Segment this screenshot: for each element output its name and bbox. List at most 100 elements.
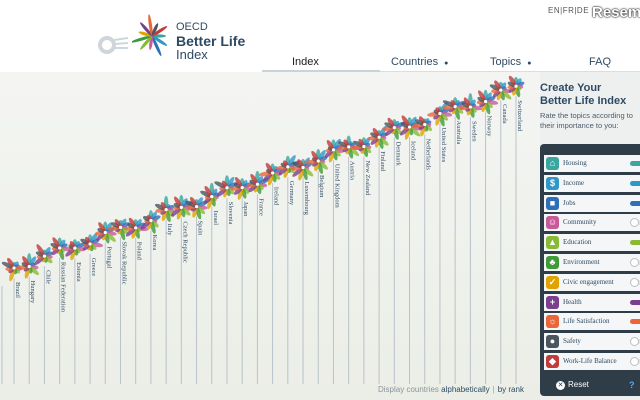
importance-slider[interactable] (630, 299, 640, 305)
importance-slider[interactable] (630, 240, 640, 246)
country-label[interactable]: Belgium (318, 175, 325, 197)
petal (418, 116, 426, 125)
oecd-bli-logo[interactable]: OECD Better Life Index (96, 6, 256, 66)
nav-index[interactable]: Index (292, 52, 319, 72)
country-flower[interactable]: Chile (33, 243, 54, 384)
country-label[interactable]: United Kingdom (333, 164, 340, 208)
country-label[interactable]: Spain (197, 221, 204, 237)
country-label[interactable]: Japan (242, 202, 249, 218)
country-flower[interactable]: Sweden (459, 93, 483, 384)
country-label[interactable]: Russian Federation (60, 262, 67, 313)
country-label[interactable]: Ireland (273, 187, 280, 206)
country-flower[interactable]: United Kingdom (323, 138, 345, 384)
country-label[interactable]: Australia (455, 121, 462, 145)
topic-row[interactable]: ☼ Life Satisfaction (544, 313, 640, 331)
slider-handle[interactable] (630, 357, 639, 366)
country-flower[interactable]: Korea (139, 210, 161, 384)
topic-row[interactable]: ▲ Education (544, 234, 640, 252)
slider-handle[interactable] (630, 258, 639, 267)
nav-topics-label: Topics (490, 56, 522, 68)
country-label[interactable]: Slovak Republic (120, 241, 127, 284)
country-label[interactable]: Israel (212, 211, 219, 226)
flower-center (225, 186, 229, 190)
topic-row[interactable]: $ Income (544, 174, 640, 192)
sort-alphabetically-link[interactable]: alphabetically (441, 385, 490, 394)
country-flower[interactable]: Belgium (304, 148, 329, 384)
nav-countries-label: Countries (391, 56, 439, 68)
country-flower[interactable]: Slovak Republic (107, 218, 131, 384)
language-switcher[interactable]: EN|FR|DE (548, 6, 590, 15)
importance-slider[interactable] (630, 200, 640, 206)
topic-row[interactable]: ◆ Work-Life Balance (544, 353, 640, 370)
country-flower[interactable]: New Zealand (350, 136, 372, 384)
country-flower[interactable]: Netherlands (411, 115, 433, 384)
topic-row[interactable]: ☺ Community (544, 214, 640, 232)
country-flower[interactable]: Poland (125, 217, 149, 384)
country-label[interactable]: Austria (349, 161, 356, 180)
country-flower[interactable]: Portugal (94, 221, 117, 384)
country-label[interactable]: Switzerland (516, 100, 523, 132)
nav-topics[interactable]: Topics ● (490, 52, 531, 72)
country-flower[interactable]: Canada (489, 79, 513, 384)
nav-faq[interactable]: FAQ (589, 52, 611, 72)
country-label[interactable]: United States (440, 127, 447, 162)
flower-center (255, 182, 259, 186)
country-label[interactable]: New Zealand (364, 160, 371, 196)
reset-button[interactable]: ✕ Reset (556, 380, 589, 390)
help-button[interactable]: ? (629, 380, 635, 390)
importance-slider[interactable] (630, 180, 640, 186)
sort-by-rank-link[interactable]: by rank (497, 385, 524, 394)
country-flower[interactable]: Russian Federation (50, 236, 73, 384)
country-label[interactable]: Norway (486, 116, 493, 138)
country-label[interactable]: Korea (151, 234, 158, 250)
topic-row[interactable]: ♣ Environment (544, 254, 640, 271)
country-label[interactable]: Luxembourg (303, 181, 310, 215)
petal (250, 173, 258, 185)
country-flower[interactable]: Switzerland (507, 75, 525, 384)
country-flower[interactable]: Australia (442, 97, 467, 384)
country-flower[interactable]: Norway (476, 89, 499, 384)
topic-row[interactable]: + Health (544, 293, 640, 311)
country-label[interactable]: Canada (501, 104, 508, 124)
country-flower[interactable]: Hungary (15, 253, 40, 384)
topic-row[interactable]: ● Safety (544, 333, 640, 351)
country-label[interactable]: Sweden (470, 121, 477, 142)
country-label[interactable]: Netherlands (425, 138, 432, 170)
petal (204, 185, 213, 197)
country-flower[interactable]: Slovenia (213, 175, 238, 384)
country-flower[interactable]: Italy (154, 195, 175, 384)
country-flower[interactable]: Greece (79, 232, 104, 384)
create-title-line1: Create Your (540, 82, 602, 94)
country-label[interactable]: Greece (90, 258, 97, 277)
slider-handle[interactable] (630, 277, 639, 287)
country-label[interactable]: Czech Republic (181, 221, 188, 262)
country-label[interactable]: France (257, 198, 264, 216)
country-flower[interactable]: Israel (199, 182, 219, 384)
slider-handle[interactable] (630, 337, 639, 347)
country-flower[interactable]: Austria (337, 135, 361, 384)
importance-slider[interactable] (630, 319, 640, 325)
country-label[interactable]: Slovenia (227, 202, 234, 225)
country-label[interactable]: Hungary (29, 281, 36, 304)
country-label[interactable]: Chile (44, 270, 51, 284)
country-label[interactable]: Iceland (410, 141, 417, 161)
country-flower[interactable]: Germany (276, 154, 301, 384)
topic-row[interactable]: ✓ Civic engagement (544, 273, 640, 291)
country-flower[interactable]: Japan (231, 176, 254, 384)
importance-slider[interactable] (630, 161, 640, 166)
country-flower[interactable]: France (247, 170, 271, 384)
country-label[interactable]: Poland (136, 242, 143, 261)
topic-row[interactable]: ■ Jobs (544, 194, 640, 212)
country-label[interactable]: Portugal (105, 246, 112, 268)
topic-row[interactable]: ⌂ Housing (544, 155, 640, 172)
country-label[interactable]: Brazil (14, 282, 21, 298)
country-flower[interactable]: Brazil (1, 257, 23, 384)
country-label[interactable]: Estonia (75, 262, 82, 282)
country-label[interactable]: Germany (288, 181, 295, 206)
nav-countries[interactable]: Countries ● (391, 52, 448, 72)
country-label[interactable]: Finland (379, 151, 386, 172)
slider-handle[interactable] (630, 218, 639, 228)
flower-center (331, 148, 336, 152)
country-label[interactable]: Italy (166, 224, 173, 237)
country-label[interactable]: Denmark (394, 142, 401, 167)
